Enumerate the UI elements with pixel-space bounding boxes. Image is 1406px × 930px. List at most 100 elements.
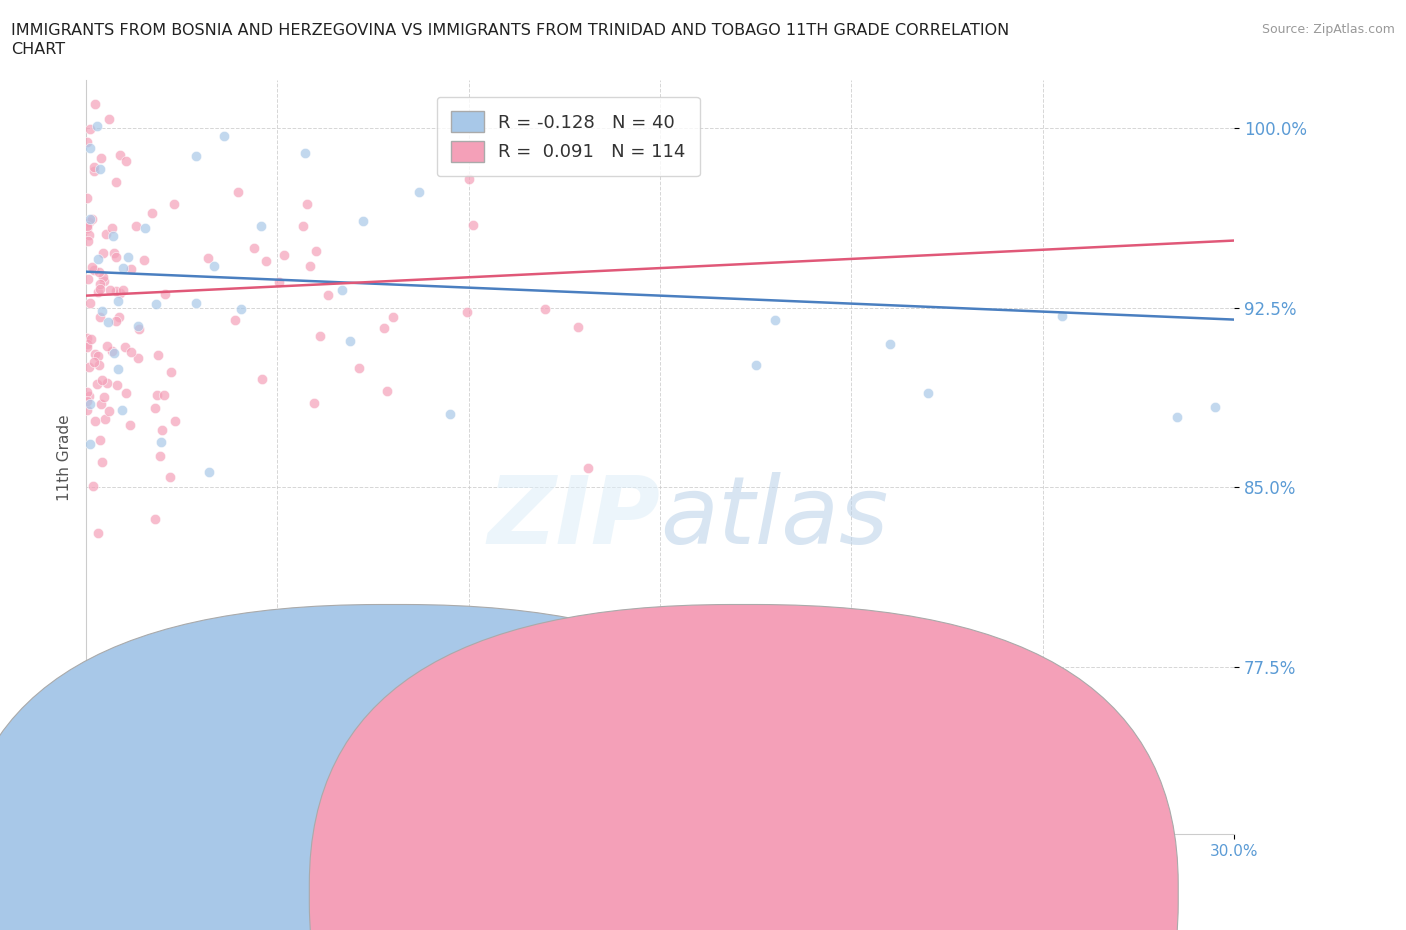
Point: [90, 151, 112, 166]
Point: [83, 160, 105, 175]
Point: [86, 377, 108, 392]
Point: [91, 246, 114, 260]
Text: IMMIGRANTS FROM BOSNIA AND HERZEGOVINA VS IMMIGRANTS FROM TRINIDAD AND TOBAGO 11: IMMIGRANTS FROM BOSNIA AND HERZEGOVINA V…: [11, 23, 1010, 38]
Point: [316, 288, 339, 303]
Point: [87, 348, 110, 363]
Point: [86, 118, 108, 133]
Point: [79, 437, 101, 452]
Point: [294, 145, 316, 160]
Point: [456, 305, 478, 320]
Legend: R = -0.128   N = 40, R =  0.091   N = 114: R = -0.128 N = 40, R = 0.091 N = 114: [436, 97, 700, 177]
Point: [163, 196, 186, 211]
Point: [98, 283, 121, 298]
Point: [83, 164, 105, 179]
Point: [534, 301, 557, 316]
Point: [77, 228, 100, 243]
Point: [79, 141, 101, 156]
Point: [76, 219, 98, 233]
Point: [105, 175, 128, 190]
Point: [84, 413, 107, 428]
Point: [94, 227, 117, 242]
Point: [159, 470, 181, 485]
Point: [76, 385, 98, 400]
Point: [104, 249, 127, 264]
Point: [120, 345, 142, 360]
Point: [107, 362, 129, 377]
Point: [87, 265, 110, 280]
Point: [160, 365, 183, 379]
Point: [148, 348, 170, 363]
Point: [79, 296, 101, 311]
Text: CHART: CHART: [11, 42, 65, 57]
Point: [145, 297, 167, 312]
Point: [84, 346, 107, 361]
Point: [79, 389, 101, 404]
Point: [93, 274, 115, 289]
Point: [107, 294, 129, 309]
Point: [77, 233, 100, 248]
Point: [375, 383, 398, 398]
Point: [89, 432, 111, 447]
Point: [83, 263, 105, 278]
Point: [576, 460, 599, 475]
Point: [186, 296, 208, 311]
Point: [120, 261, 142, 276]
Point: [93, 412, 115, 427]
Point: [567, 320, 589, 335]
Point: [186, 149, 208, 164]
Y-axis label: 11th Grade: 11th Grade: [58, 414, 72, 500]
Point: [439, 407, 461, 422]
Point: [90, 396, 112, 411]
Point: [89, 162, 111, 177]
Point: [83, 354, 105, 369]
Point: [87, 285, 110, 299]
Point: [127, 351, 149, 365]
Point: [87, 526, 110, 541]
Point: [347, 361, 370, 376]
Point: [117, 249, 139, 264]
Point: [308, 328, 330, 343]
Point: [110, 403, 132, 418]
Point: [127, 319, 149, 334]
Point: [269, 274, 291, 289]
Point: [197, 250, 219, 265]
Point: [330, 283, 353, 298]
Point: [91, 270, 114, 285]
Point: [243, 241, 266, 256]
Point: [79, 332, 101, 347]
Point: [89, 276, 111, 291]
Point: [115, 385, 138, 400]
Point: [87, 252, 110, 267]
Point: [101, 220, 124, 235]
Point: [90, 303, 112, 318]
Point: [104, 313, 127, 328]
Point: [302, 395, 325, 410]
Point: [76, 337, 98, 352]
Point: [254, 254, 277, 269]
Point: [79, 215, 101, 230]
Point: [90, 373, 112, 388]
Point: [373, 321, 395, 336]
Point: [108, 286, 131, 300]
Point: [153, 287, 176, 302]
Point: [105, 284, 128, 299]
Point: [76, 190, 98, 205]
Point: [1050, 309, 1073, 324]
Point: [82, 478, 104, 493]
Point: [763, 312, 786, 327]
Point: [118, 418, 141, 432]
Point: [112, 282, 135, 297]
Point: [292, 219, 315, 233]
Point: [76, 339, 98, 354]
Point: [79, 212, 101, 227]
Point: [165, 413, 187, 428]
Point: [87, 357, 110, 372]
Point: [457, 172, 479, 187]
Point: [150, 422, 173, 437]
Point: [339, 334, 361, 349]
Point: [98, 112, 121, 126]
Point: [80, 211, 103, 226]
Point: [1204, 400, 1226, 415]
Point: [93, 390, 115, 405]
Point: [96, 376, 118, 391]
